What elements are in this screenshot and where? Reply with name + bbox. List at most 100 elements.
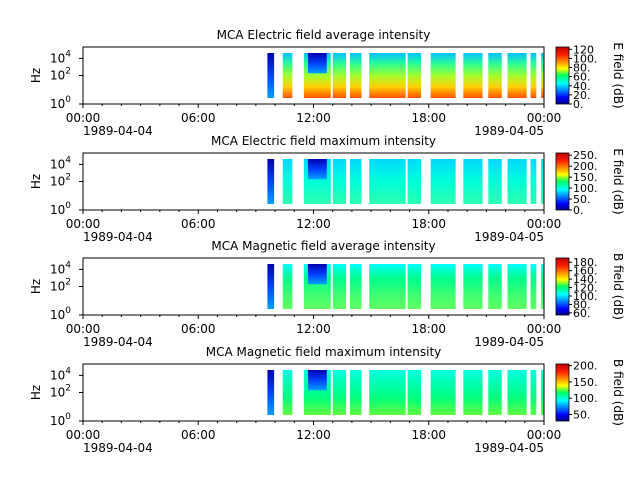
data-segment xyxy=(530,370,537,415)
x-tick-label: 00:00 xyxy=(66,217,101,231)
data-segment xyxy=(541,264,544,309)
data-segment xyxy=(463,159,483,204)
y-tick-base: 10 xyxy=(50,175,65,189)
data-segment xyxy=(369,159,406,204)
data-segment xyxy=(282,159,293,204)
data-segment xyxy=(488,264,502,309)
data-segment-core xyxy=(307,370,327,391)
y-tick-exp: 4 xyxy=(65,366,71,376)
colorbar-tick-label: 60. xyxy=(573,307,591,320)
data-segment-core xyxy=(307,159,327,180)
y-tick-label: 100 xyxy=(50,95,71,111)
colorbar-tick-label: 200. xyxy=(573,160,598,173)
data-segment xyxy=(507,159,527,204)
y-tick-label: 102 xyxy=(50,384,71,400)
y-tick-base: 10 xyxy=(50,308,65,322)
colorbar-label: E field (dB) xyxy=(611,148,625,214)
x-tick-label: 00:00 xyxy=(527,217,562,231)
panel-title: MCA Electric field average intensity xyxy=(217,28,431,42)
y-axis-label: Hz xyxy=(29,385,43,400)
x-tick-label: 12:00 xyxy=(296,322,331,336)
colorbar xyxy=(555,152,570,211)
x-tick-label: 18:00 xyxy=(411,322,446,336)
y-tick-exp: 0 xyxy=(65,412,71,422)
x-tick-label: 18:00 xyxy=(411,428,446,442)
panel-title: MCA Magnetic field average intensity xyxy=(211,239,435,253)
colorbar-tick-label: 200. xyxy=(573,360,598,373)
y-tick-base: 10 xyxy=(50,280,65,294)
x-tick-label: 06:00 xyxy=(181,217,216,231)
colorbar-label: B field (dB) xyxy=(611,253,625,320)
colorbar-tick-label: 150. xyxy=(573,376,598,389)
y-tick-label: 104 xyxy=(50,260,71,276)
x-tick-label: 12:00 xyxy=(296,111,331,125)
data-segment xyxy=(349,370,362,415)
colorbar xyxy=(555,46,570,105)
data-segment-core xyxy=(307,264,327,285)
x-tick-label: 06:00 xyxy=(181,322,216,336)
colorbar-tick-label: 120 xyxy=(573,43,594,56)
colorbar-tick-label: 120. xyxy=(573,282,598,295)
x-tick-label: 18:00 xyxy=(411,111,446,125)
x-tick-label: 18:00 xyxy=(411,217,446,231)
x-start-date: 1989-04-04 xyxy=(83,230,153,244)
colorbar xyxy=(555,257,570,316)
panel-1: MCA Electric field average intensity1001… xyxy=(29,28,625,138)
y-tick-base: 10 xyxy=(50,203,65,217)
data-segment xyxy=(541,53,544,98)
y-tick-label: 104 xyxy=(50,155,71,171)
y-tick-exp: 0 xyxy=(65,306,71,316)
y-tick-exp: 2 xyxy=(65,278,71,288)
colorbar-tick-label: 0. xyxy=(573,204,584,217)
data-segment xyxy=(267,53,275,98)
data-segment xyxy=(267,370,275,415)
y-axis-label: Hz xyxy=(29,174,43,189)
x-tick-label: 00:00 xyxy=(527,428,562,442)
colorbar-tick-label: 50. xyxy=(573,193,591,206)
x-tick-label: 00:00 xyxy=(527,322,562,336)
data-segment xyxy=(332,53,347,98)
colorbar-tick-label: 140. xyxy=(573,273,598,286)
data-segment xyxy=(349,264,362,309)
panel-2: MCA Electric field maximum intensity1001… xyxy=(29,134,625,244)
colorbar-tick-label: 20. xyxy=(573,89,591,102)
colorbar-tick-label: 0. xyxy=(573,98,584,111)
x-tick-label: 00:00 xyxy=(66,428,101,442)
y-tick-exp: 2 xyxy=(65,384,71,394)
data-segment xyxy=(267,264,275,309)
data-segment xyxy=(507,53,527,98)
data-segment xyxy=(541,370,544,415)
colorbar-tick-label: 50. xyxy=(573,408,591,421)
colorbar-tick-label: 40. xyxy=(573,80,591,93)
y-tick-exp: 4 xyxy=(65,49,71,59)
y-tick-exp: 4 xyxy=(65,260,71,270)
colorbar-tick-label: 100. xyxy=(573,182,598,195)
y-tick-label: 102 xyxy=(50,67,71,83)
x-start-date: 1989-04-04 xyxy=(83,441,153,455)
data-segment xyxy=(530,264,537,309)
data-segment xyxy=(369,264,406,309)
data-segment xyxy=(463,53,483,98)
x-tick-label: 00:00 xyxy=(527,111,562,125)
data-segment xyxy=(349,159,362,204)
data-segment-core xyxy=(307,53,327,74)
x-tick-label: 12:00 xyxy=(296,217,331,231)
x-tick-label: 06:00 xyxy=(181,111,216,125)
colorbar-tick-label: 100. xyxy=(573,52,598,65)
colorbar-tick-label: 180. xyxy=(573,256,598,269)
x-end-date: 1989-04-05 xyxy=(474,230,544,244)
y-tick-exp: 4 xyxy=(65,155,71,165)
data-segment xyxy=(507,370,527,415)
colorbar xyxy=(555,363,570,422)
y-tick-exp: 2 xyxy=(65,173,71,183)
data-segment xyxy=(407,53,422,98)
panel-title: MCA Electric field maximum intensity xyxy=(211,134,436,148)
data-segment xyxy=(332,370,347,415)
y-tick-base: 10 xyxy=(50,157,65,171)
colorbar-tick-label: 60. xyxy=(573,71,591,84)
data-segment xyxy=(430,159,456,204)
data-segment xyxy=(507,264,527,309)
y-tick-base: 10 xyxy=(50,97,65,111)
x-start-date: 1989-04-04 xyxy=(83,335,153,349)
